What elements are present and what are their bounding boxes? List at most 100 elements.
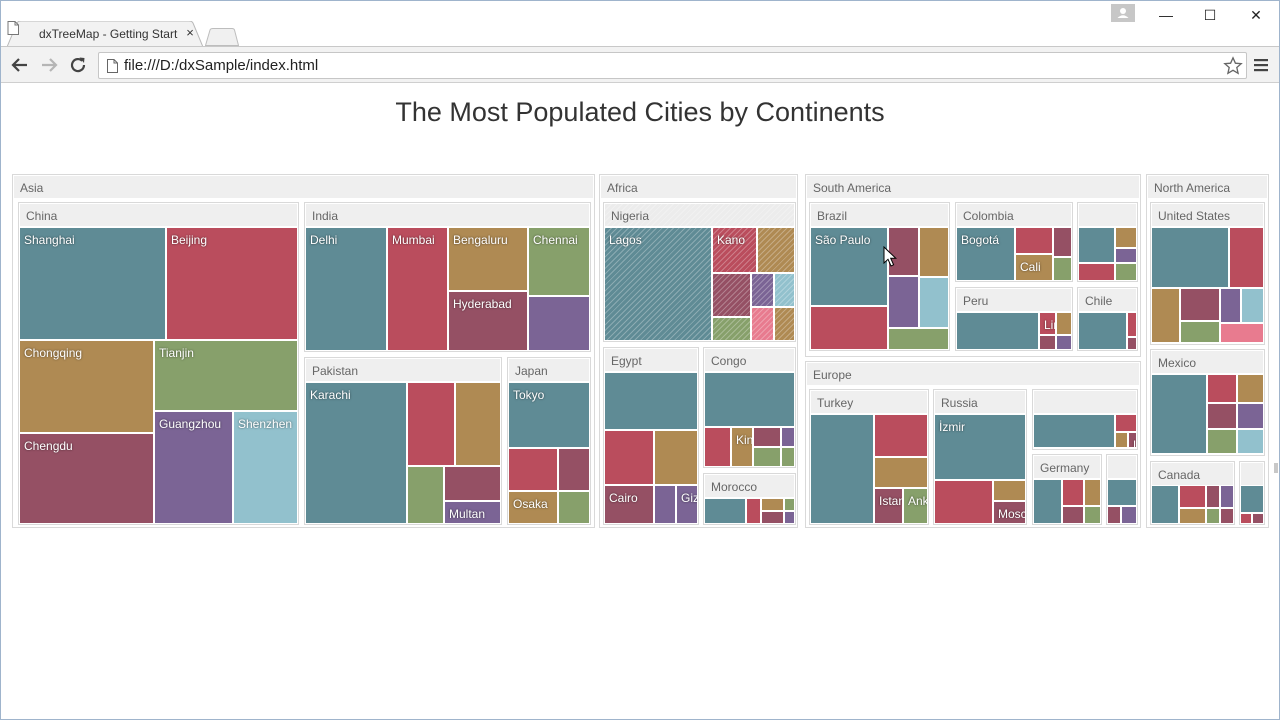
- city-tile[interactable]: [784, 511, 795, 524]
- new-tab-button[interactable]: [205, 28, 239, 46]
- back-arrow-icon[interactable]: [9, 54, 31, 76]
- city-tile[interactable]: [753, 427, 781, 447]
- city-tile[interactable]: [1078, 227, 1115, 263]
- city-tile-tokyo[interactable]: Tokyo: [508, 382, 590, 448]
- city-tile[interactable]: [1220, 508, 1234, 524]
- minimize-button[interactable]: —: [1159, 7, 1173, 23]
- city-tile[interactable]: [712, 317, 751, 341]
- city-tile[interactable]: [508, 448, 558, 491]
- city-tile[interactable]: [1237, 429, 1264, 454]
- city-tile[interactable]: [1127, 337, 1137, 350]
- city-tile-guangzhou[interactable]: Guangzhou: [154, 411, 233, 524]
- city-tile-moscow[interactable]: Moscow: [993, 501, 1026, 524]
- city-tile[interactable]: [1039, 335, 1056, 350]
- city-tile[interactable]: [528, 296, 590, 351]
- city-tile[interactable]: [1241, 288, 1264, 323]
- city-tile-giza[interactable]: Giza: [676, 485, 698, 524]
- city-tile[interactable]: [1220, 323, 1264, 343]
- city-tile[interactable]: [654, 485, 676, 524]
- city-tile[interactable]: [1115, 414, 1137, 432]
- city-tile[interactable]: [1107, 506, 1121, 524]
- city-tile[interactable]: [1062, 506, 1084, 524]
- city-tile[interactable]: [1084, 506, 1101, 524]
- city-tile[interactable]: [1151, 227, 1229, 288]
- city-tile[interactable]: [1115, 432, 1128, 448]
- city-tile[interactable]: [1206, 485, 1220, 508]
- city-tile[interactable]: [604, 430, 654, 485]
- maximize-button[interactable]: ☐: [1203, 7, 1217, 23]
- city-tile[interactable]: [761, 511, 784, 524]
- city-tile[interactable]: [1078, 263, 1115, 281]
- city-tile[interactable]: [781, 427, 795, 447]
- city-tile[interactable]: [1240, 485, 1264, 513]
- scrollbar[interactable]: [1274, 463, 1278, 473]
- city-tile[interactable]: [1179, 485, 1206, 508]
- city-tile-karachi[interactable]: Karachi: [305, 382, 407, 524]
- city-tile-kinshasa[interactable]: Kinshasa: [731, 427, 753, 467]
- city-tile[interactable]: [712, 273, 751, 317]
- city-tile-bogota[interactable]: Bogotá: [956, 227, 1015, 281]
- city-tile[interactable]: [1207, 429, 1237, 454]
- city-tile[interactable]: [888, 328, 949, 350]
- city-tile[interactable]: [1053, 227, 1072, 257]
- city-tile[interactable]: [753, 447, 781, 467]
- city-tile[interactable]: [654, 430, 698, 485]
- city-tile[interactable]: [956, 312, 1039, 350]
- city-tile-beijing[interactable]: Beijing: [166, 227, 298, 340]
- city-tile[interactable]: [1252, 513, 1264, 524]
- city-tile[interactable]: [704, 498, 746, 524]
- city-tile[interactable]: [1240, 513, 1252, 524]
- city-tile[interactable]: [1056, 312, 1072, 335]
- city-tile[interactable]: [704, 427, 731, 467]
- city-tile[interactable]: [1179, 508, 1206, 524]
- city-tile[interactable]: [757, 227, 795, 273]
- city-tile-kano[interactable]: Kano: [712, 227, 757, 273]
- city-tile-lagos[interactable]: Lagos: [604, 227, 712, 341]
- city-tile[interactable]: [781, 447, 795, 467]
- city-tile[interactable]: [1237, 403, 1264, 429]
- user-profile-icon[interactable]: [1111, 4, 1135, 22]
- city-tile[interactable]: [1151, 374, 1207, 454]
- bookmark-star-icon[interactable]: [1223, 56, 1243, 76]
- reload-icon[interactable]: [67, 54, 89, 76]
- city-tile[interactable]: [558, 448, 590, 491]
- city-tile-tianjin[interactable]: Tianjin: [154, 340, 298, 411]
- city-tile-izmir[interactable]: İzmir: [934, 414, 1026, 480]
- forward-arrow-icon[interactable]: [38, 54, 60, 76]
- city-tile[interactable]: [874, 414, 928, 457]
- city-tile-chennai[interactable]: Chennai: [528, 227, 590, 296]
- city-tile[interactable]: [407, 382, 455, 466]
- city-tile[interactable]: [784, 498, 795, 511]
- city-tile-lima[interactable]: Lima: [1039, 312, 1056, 335]
- city-tile[interactable]: [1220, 485, 1234, 508]
- city-tile[interactable]: [746, 498, 761, 524]
- city-tile-osaka[interactable]: Osaka: [508, 491, 558, 524]
- city-tile[interactable]: [1151, 485, 1179, 524]
- city-tile[interactable]: [1206, 508, 1220, 524]
- city-tile[interactable]: [1220, 288, 1241, 323]
- browser-tab[interactable]: dxTreeMap - Getting Start ×: [7, 21, 203, 47]
- city-tile[interactable]: [774, 307, 795, 341]
- city-tile[interactable]: [455, 382, 501, 466]
- city-tile[interactable]: [1084, 479, 1101, 506]
- city-tile-london[interactable]: London: [1128, 432, 1137, 448]
- city-tile[interactable]: [919, 277, 949, 328]
- city-tile[interactable]: [874, 457, 928, 488]
- city-tile[interactable]: [1180, 321, 1220, 343]
- city-tile[interactable]: [1229, 227, 1264, 288]
- menu-icon[interactable]: [1252, 56, 1270, 74]
- city-tile-chengdu[interactable]: Chengdu: [19, 433, 154, 524]
- city-tile[interactable]: [1078, 312, 1127, 350]
- city-tile-ankara[interactable]: Ankara: [903, 488, 928, 524]
- city-tile[interactable]: [888, 276, 919, 328]
- city-tile[interactable]: [604, 372, 698, 430]
- city-tile[interactable]: [934, 480, 993, 524]
- city-tile[interactable]: [1015, 227, 1053, 254]
- city-tile-istanbul[interactable]: Istanbul: [874, 488, 903, 524]
- city-tile[interactable]: [444, 466, 501, 501]
- city-tile[interactable]: [1033, 414, 1115, 448]
- city-tile[interactable]: [1207, 403, 1237, 429]
- city-tile[interactable]: [1207, 374, 1237, 403]
- city-tile-bengaluru[interactable]: Bengaluru: [448, 227, 528, 291]
- city-tile-sao-paulo[interactable]: São Paulo: [810, 227, 888, 306]
